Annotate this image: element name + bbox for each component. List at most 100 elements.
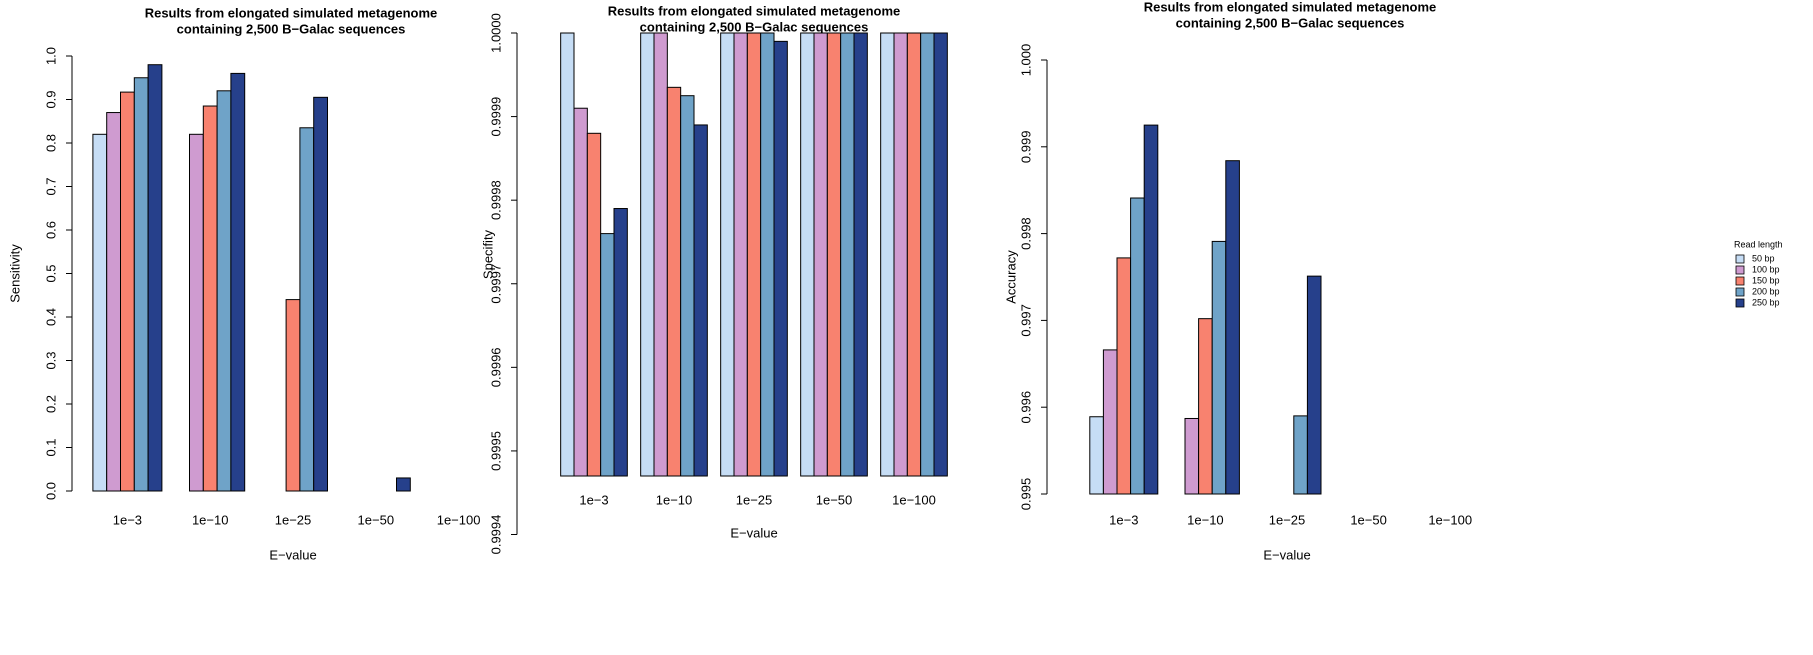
y-tick-label: 0.4	[43, 308, 58, 326]
bar	[92, 133, 108, 492]
bar	[813, 32, 828, 477]
y-tick-label: 0.996	[1018, 391, 1033, 424]
bar	[1143, 124, 1159, 495]
bar	[746, 32, 762, 477]
x-tick-label: 1e−25	[275, 512, 312, 527]
y-tick-label: 0.9996	[488, 347, 503, 387]
y-tick-label: 0.6	[43, 221, 58, 239]
y-tick-label: 0.998	[1018, 217, 1033, 250]
chart-title: containing 2,500 B−Galac sequences	[177, 21, 406, 36]
y-tick-label: 0.999	[1018, 131, 1033, 164]
bar	[720, 32, 735, 477]
legend-swatch	[1735, 298, 1745, 308]
y-tick-label: 0.3	[43, 351, 58, 369]
bar	[560, 32, 575, 477]
y-tick-label: 0.0	[43, 482, 58, 500]
chart-title: containing 2,500 B−Galac sequences	[640, 19, 869, 34]
bar	[299, 127, 315, 492]
bar	[920, 32, 935, 477]
y-tick-label: 1.000	[1018, 44, 1033, 77]
y-tick-label: 1.0	[43, 47, 58, 65]
bar	[693, 124, 708, 477]
legend-swatch	[1735, 276, 1745, 286]
bar	[760, 32, 775, 477]
x-tick-label: 1e−100	[1428, 512, 1472, 527]
bar	[853, 32, 868, 477]
bar	[396, 477, 411, 492]
x-tick-label: 1e−100	[892, 492, 936, 507]
bar	[202, 105, 218, 492]
x-tick-label: 1e−10	[656, 492, 693, 507]
legend-title: Read length	[1734, 239, 1783, 249]
y-axis-label: Specifity	[480, 229, 495, 279]
y-tick-label: 0.9995	[488, 431, 503, 471]
y-axis-label: Accuracy	[1003, 250, 1018, 304]
y-tick-label: 0.2	[43, 395, 58, 413]
y-tick-label: 0.8	[43, 134, 58, 152]
bar	[1184, 417, 1200, 495]
y-tick-label: 0.7	[43, 177, 58, 195]
bar	[1102, 349, 1118, 495]
bar	[313, 96, 329, 492]
bar	[773, 40, 788, 477]
bar	[1211, 240, 1227, 495]
bar	[133, 77, 149, 492]
x-tick-label: 1e−100	[437, 512, 481, 527]
legend-label: 250 bp	[1752, 297, 1780, 307]
chart-title: Results from elongated simulated metagen…	[608, 3, 901, 18]
y-axis-label: Sensitivity	[7, 244, 22, 303]
x-axis-label: E−value	[269, 547, 316, 562]
bar	[230, 72, 246, 492]
y-tick-label: 0.995	[1018, 478, 1033, 511]
bar	[216, 90, 232, 492]
y-tick-label: 1.0000	[488, 13, 503, 53]
y-tick-label: 0.9994	[488, 515, 503, 555]
bar	[120, 91, 135, 492]
legend-label: 50 bp	[1752, 253, 1775, 263]
bar	[680, 95, 695, 477]
bar	[880, 32, 895, 477]
chart-title: Results from elongated simulated metagen…	[145, 5, 438, 20]
x-tick-label: 1e−3	[579, 492, 608, 507]
bar	[586, 132, 602, 477]
bar	[933, 32, 948, 477]
y-tick-label: 0.9997	[488, 264, 503, 304]
bar	[147, 64, 163, 492]
x-axis-label: E−value	[1263, 547, 1310, 562]
legend-label: 150 bp	[1752, 275, 1780, 285]
bar	[666, 86, 682, 477]
x-tick-label: 1e−10	[1187, 512, 1224, 527]
bar	[189, 133, 204, 492]
y-tick-label: 0.9998	[488, 180, 503, 220]
chart-title: Results from elongated simulated metagen…	[1144, 0, 1437, 14]
x-tick-label: 1e−50	[816, 492, 853, 507]
bar	[106, 112, 121, 492]
y-tick-label: 0.5	[43, 264, 58, 282]
bar	[1225, 160, 1240, 495]
bar	[1130, 197, 1145, 495]
bar	[826, 32, 842, 477]
bar	[1198, 318, 1213, 495]
x-axis-label: E−value	[730, 525, 777, 540]
bar	[800, 32, 815, 477]
y-tick-label: 0.1	[43, 438, 58, 456]
y-tick-label: 0.997	[1018, 304, 1033, 337]
chart-title: containing 2,500 B−Galac sequences	[1176, 15, 1405, 30]
bar	[640, 32, 655, 477]
bar	[840, 32, 855, 477]
bar	[573, 107, 588, 477]
x-tick-label: 1e−3	[113, 512, 142, 527]
legend-swatch	[1735, 287, 1745, 297]
x-tick-label: 1e−50	[358, 512, 395, 527]
y-tick-label: 0.9	[43, 90, 58, 108]
bar	[1116, 257, 1132, 495]
bar	[1089, 416, 1104, 495]
x-tick-label: 1e−50	[1350, 512, 1387, 527]
x-tick-label: 1e−25	[1269, 512, 1306, 527]
bar	[613, 208, 628, 477]
legend-label: 200 bp	[1752, 286, 1780, 296]
bar	[733, 32, 748, 477]
bar	[1293, 415, 1308, 495]
bar	[653, 32, 668, 477]
